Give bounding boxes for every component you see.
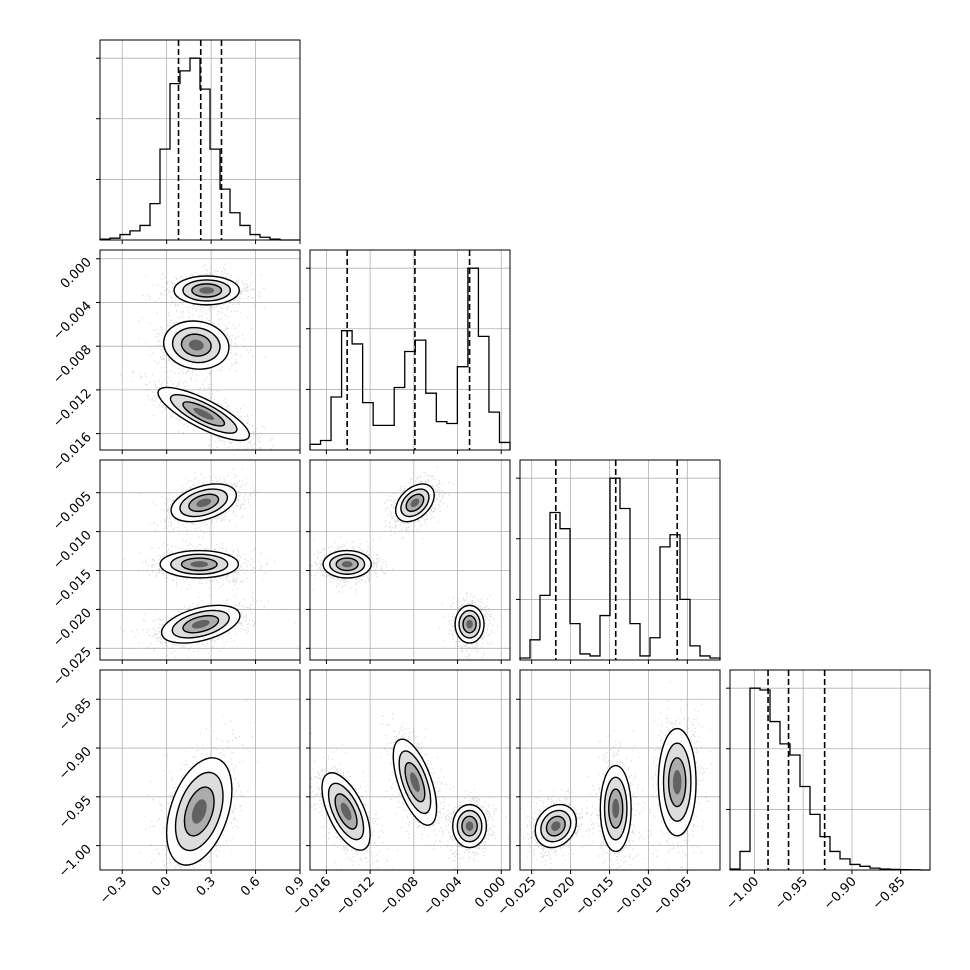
y-tick-label: −0.004 (50, 299, 95, 344)
histogram-panel (516, 459, 721, 664)
density-contour (340, 802, 352, 821)
y-tick-label: −0.015 (50, 567, 95, 612)
x-tick-label: −0.3 (97, 874, 130, 907)
histogram-steps (99, 57, 300, 241)
y-tick-label: −0.90 (56, 744, 95, 783)
x-tick-label: −0.012 (333, 874, 378, 919)
corner-panels: −1.00 −0.95 −0.90 −0.85−0.016−0.012−0.008−0… (50, 39, 931, 919)
density-contour (199, 287, 215, 294)
sample-points (138, 700, 259, 870)
x-tick-label: 0.0 (149, 874, 174, 899)
density-contour (193, 407, 215, 420)
panel-frame (729, 669, 931, 871)
panel-frame (309, 459, 511, 661)
x-tick-label: −0.008 (377, 874, 422, 919)
histogram-panel (96, 39, 301, 244)
panel-frame (99, 669, 301, 871)
scatter-panel (306, 459, 511, 664)
panel-frame (519, 459, 721, 661)
density-contour (551, 821, 561, 831)
x-tick-label: 0.6 (238, 874, 263, 899)
y-tick-label: −0.020 (50, 606, 95, 651)
x-tick-label: −0.95 (772, 874, 811, 913)
density-contour (465, 821, 474, 831)
density-contour (191, 799, 207, 824)
histogram-steps (729, 687, 930, 871)
y-tick-label: −1.00 (56, 842, 95, 881)
x-tick-label: −0.015 (573, 874, 618, 919)
density-contour (466, 619, 473, 629)
density-contour (410, 498, 420, 508)
x-tick-label: −1.00 (723, 874, 762, 913)
y-tick-label: 0.000 (58, 255, 95, 292)
histogram-panel (306, 249, 511, 454)
density-contour (190, 561, 209, 568)
scatter-panel: −0.025−0.020−0.015−0.010−0.005 (495, 669, 721, 919)
y-tick-label: −0.010 (50, 528, 95, 573)
y-tick-label: −0.005 (50, 489, 95, 534)
x-tick-label: −0.90 (821, 874, 860, 913)
density-contour (196, 498, 212, 508)
panel-frame (309, 249, 511, 451)
density-contour (410, 772, 420, 792)
panel-frame (99, 459, 301, 661)
scatter-panel: −1.00−0.95−0.90−0.85−0.3 0.0 0.3 0.6 0.9 (56, 669, 308, 907)
panel-frame (519, 669, 721, 871)
x-tick-label: −0.010 (612, 874, 657, 919)
x-tick-label: −0.85 (870, 874, 909, 913)
scatter-panel: −0.016−0.012−0.008−0.004 0.000 (50, 249, 301, 475)
histogram-steps (519, 477, 721, 660)
scatter-panel: −0.025−0.020−0.015−0.010−0.005 (50, 459, 301, 690)
histogram-panel: −1.00 −0.95 −0.90 −0.85 (723, 669, 931, 913)
density-contour (612, 798, 620, 819)
x-tick-label: −0.020 (534, 874, 579, 919)
density-contour (191, 619, 210, 629)
y-tick-label: −0.85 (56, 695, 95, 734)
y-tick-label: −0.016 (50, 430, 95, 475)
x-tick-label: −0.004 (421, 874, 466, 919)
y-tick-label: −0.008 (50, 342, 95, 387)
histogram-steps (309, 267, 511, 450)
x-tick-label: 0.3 (194, 874, 219, 899)
y-tick-label: −0.95 (56, 793, 95, 832)
panel-frame (99, 39, 301, 241)
density-contour (672, 770, 682, 795)
panel-frame (309, 669, 511, 871)
y-tick-label: −0.025 (50, 645, 95, 690)
x-tick-label: −0.005 (651, 874, 696, 919)
density-contour (188, 339, 204, 351)
y-tick-label: −0.012 (50, 386, 95, 431)
panel-frame (99, 249, 301, 451)
density-contour (341, 561, 353, 568)
